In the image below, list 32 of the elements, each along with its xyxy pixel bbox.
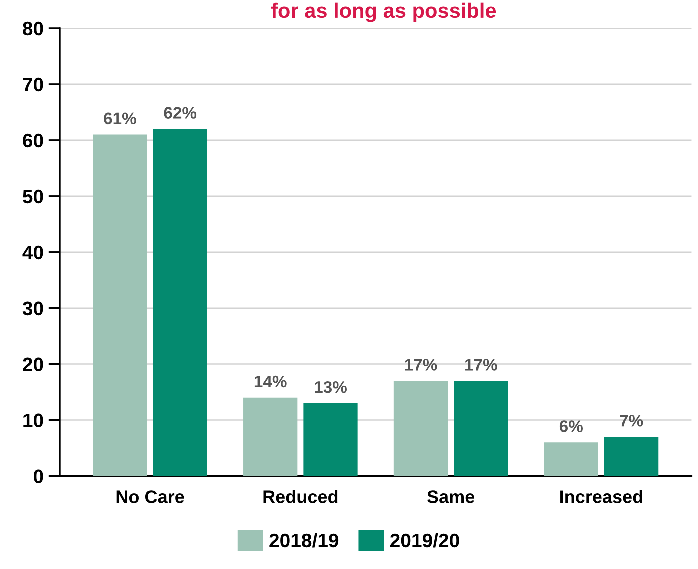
x-tick-label: Increased xyxy=(560,490,642,504)
legend-label: 2018/19 xyxy=(270,533,339,548)
bar xyxy=(454,381,508,476)
y-tick-label: 0 xyxy=(34,470,44,484)
data-label: 61% xyxy=(104,112,136,125)
bar xyxy=(604,437,659,476)
data-label: 62% xyxy=(164,107,197,119)
x-tick-label: Same xyxy=(428,490,475,504)
data-label: 17% xyxy=(405,359,438,371)
y-tick-label: 80 xyxy=(23,22,44,36)
bar xyxy=(244,398,298,476)
legend-label: 2019/20 xyxy=(390,533,460,548)
y-tick-label: 70 xyxy=(23,78,44,92)
bar xyxy=(153,129,208,476)
y-tick-label: 30 xyxy=(22,302,44,316)
bar xyxy=(544,442,598,476)
data-label: 17% xyxy=(466,359,498,371)
data-label: 7% xyxy=(620,415,644,427)
y-tick-label: 10 xyxy=(24,414,44,428)
chart-title: for as long as possible xyxy=(271,2,496,22)
x-tick-label: No Care xyxy=(116,490,184,504)
bar xyxy=(93,134,148,476)
bar xyxy=(394,381,448,476)
x-tick-label: Reduced xyxy=(264,490,338,504)
y-tick-label: 20 xyxy=(23,358,44,372)
bar xyxy=(304,403,358,476)
y-tick-label: 60 xyxy=(23,134,44,148)
data-label: 14% xyxy=(254,376,287,388)
data-label: 6% xyxy=(560,420,583,432)
y-tick-label: 50 xyxy=(23,190,44,204)
y-tick-label: 40 xyxy=(22,246,44,260)
data-label: 13% xyxy=(315,381,347,394)
